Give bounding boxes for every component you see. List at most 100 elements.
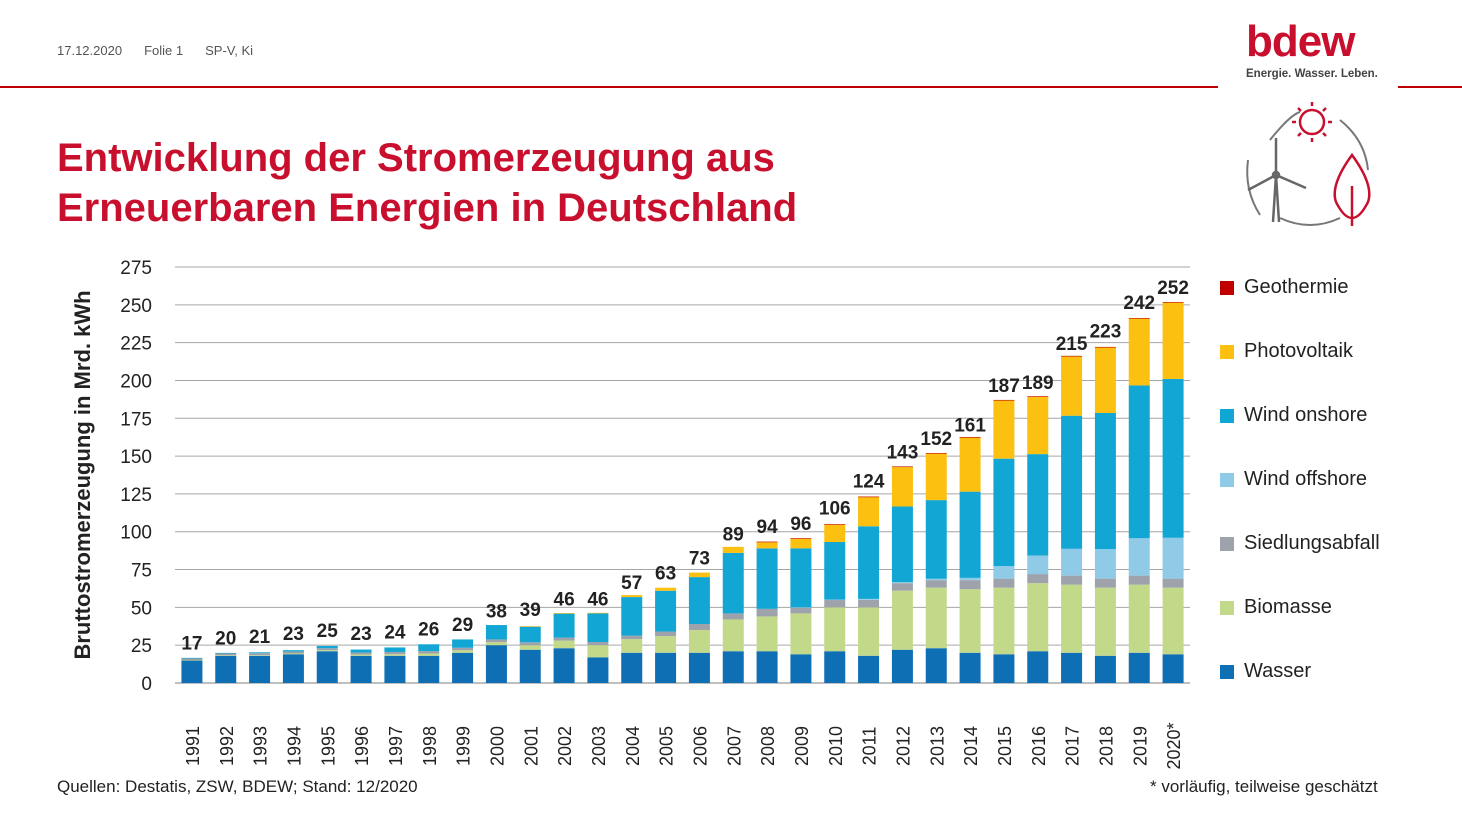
arc-icon: [1269, 111, 1301, 141]
title-line-1: Entwicklung der Stromerzeugung aus: [57, 136, 775, 180]
x-tick-label: 2011: [860, 727, 880, 766]
bar-segment-siedlungsabfall: [215, 653, 237, 656]
bar-segment-wind-onshore: [1162, 378, 1184, 538]
bar-segment-geothermie: [790, 538, 812, 539]
wind-turbine-icon: [1247, 138, 1307, 223]
bar-segment-photovoltaik: [519, 626, 541, 627]
bar-segment-biomasse: [621, 639, 643, 653]
bar-segment-siedlungsabfall: [519, 642, 541, 646]
bar-segment-wasser: [722, 651, 744, 683]
bar-segment-wasser: [384, 655, 406, 683]
slide-meta: 17.12.2020 Folie 1 SP-V, Ki: [57, 43, 253, 58]
x-tick-label: 2013: [927, 726, 947, 766]
legend-label: Wind offshore: [1244, 468, 1368, 490]
bar-segment-wind-offshore: [891, 582, 913, 584]
bar-segment-wind-onshore: [587, 613, 609, 643]
bdew-logo: bdew Energie. Wasser. Leben.: [1246, 20, 1396, 81]
y-tick-label: 275: [120, 258, 152, 279]
bar-segment-photovoltaik: [756, 541, 778, 549]
bar-segment-wind-onshore: [1128, 385, 1150, 539]
y-tick-label: 125: [120, 485, 152, 506]
bar-segment-photovoltaik: [1128, 318, 1150, 386]
bar-segment-siedlungsabfall: [384, 651, 406, 655]
bar-segment-biomasse: [891, 590, 913, 650]
y-tick-label: 200: [120, 371, 152, 392]
data-label: 57: [621, 573, 642, 594]
bar-segment-wind-offshore: [993, 566, 1015, 579]
y-tick-label: 225: [120, 334, 152, 355]
bar-segment-wind-offshore: [790, 607, 812, 608]
bar-segment-siedlungsabfall: [1027, 574, 1049, 584]
y-tick-label: 150: [120, 447, 152, 468]
bar-segment-geothermie: [925, 453, 947, 454]
x-tick-label: 2010: [826, 726, 846, 766]
bar-segment-wasser: [249, 655, 271, 683]
bar-segment-wind-onshore: [553, 613, 575, 638]
bar-segment-wind-offshore: [1027, 555, 1049, 575]
bar-segment-wind-offshore: [1162, 537, 1184, 579]
legend-item: Wasser: [1220, 660, 1311, 683]
bar-segment-wasser: [621, 652, 643, 683]
data-label: 46: [587, 589, 608, 610]
legend-swatch: [1220, 600, 1234, 615]
bar-segment-biomasse: [181, 660, 203, 661]
bar-segment-wasser: [418, 655, 440, 683]
bar-segment-wasser: [891, 649, 913, 683]
bar-segment-photovoltaik: [824, 524, 846, 543]
bar-segment-wind-offshore: [824, 599, 846, 601]
bar-segment-biomasse: [350, 654, 372, 656]
bar-segment-biomasse: [553, 640, 575, 649]
x-tick-label: 2014: [961, 726, 981, 766]
data-label: 252: [1157, 278, 1189, 299]
bar-segment-biomasse: [519, 645, 541, 650]
data-label: 23: [283, 624, 304, 645]
bar-segment-wasser: [925, 648, 947, 683]
bar-segment-biomasse: [925, 587, 947, 649]
bar-segment-biomasse: [282, 653, 304, 655]
bar-segment-biomasse: [587, 645, 609, 658]
bar-segment-photovoltaik: [587, 612, 609, 614]
legend-swatch: [1220, 472, 1234, 487]
bar-segment-geothermie: [959, 437, 981, 438]
bar-segment-wind-onshore: [722, 552, 744, 614]
bar-segment-siedlungsabfall: [621, 635, 643, 640]
bar-segment-geothermie: [1094, 346, 1116, 348]
bar-segment-wind-onshore: [756, 548, 778, 609]
bar-segment-photovoltaik: [858, 496, 880, 527]
logo-tagline: Energie. Wasser. Leben.: [1246, 68, 1378, 80]
sun-icon: [1292, 102, 1332, 142]
bar-segment-photovoltaik: [1162, 302, 1184, 379]
x-tick-label: 1999: [454, 726, 474, 766]
y-tick-label: 250: [120, 296, 152, 317]
legend-item: Geothermie: [1220, 276, 1349, 299]
bar-segment-biomasse: [722, 619, 744, 652]
bar-segment-geothermie: [1162, 302, 1184, 303]
data-label: 73: [689, 549, 710, 570]
data-label: 21: [249, 627, 271, 648]
bar-segment-photovoltaik: [1027, 396, 1049, 455]
legend-label: Geothermie: [1244, 276, 1349, 298]
bar-segment-geothermie: [993, 399, 1015, 401]
bar-segment-wind-onshore: [519, 626, 541, 643]
bar-segment-photovoltaik: [688, 572, 710, 578]
bar-segment-wind-onshore: [350, 649, 372, 653]
bar-segment-wasser: [1061, 652, 1083, 683]
bar-segment-wind-onshore: [824, 542, 846, 600]
x-tick-label: 2017: [1063, 726, 1083, 766]
legend-label: Siedlungsabfall: [1244, 532, 1380, 554]
bar-segment-siedlungsabfall: [1061, 575, 1083, 585]
data-label: 38: [486, 602, 507, 623]
y-tick-label: 0: [141, 674, 152, 695]
data-label: 242: [1123, 293, 1155, 314]
bar-segment-wasser: [993, 654, 1015, 683]
bar-segment-siedlungsabfall: [316, 648, 338, 651]
legend-swatch: [1220, 344, 1234, 359]
bar-segment-wind-offshore: [1128, 538, 1150, 576]
x-tick-label: 2006: [690, 726, 710, 766]
bar-segment-wind-onshore: [485, 625, 507, 640]
bar-segment-geothermie: [1128, 317, 1150, 319]
footer-note: * vorläufig, teilweise geschätzt: [1150, 777, 1378, 796]
bar-segment-siedlungsabfall: [452, 647, 474, 651]
bar-segment-geothermie: [1027, 396, 1049, 397]
data-label: 17: [181, 633, 202, 654]
